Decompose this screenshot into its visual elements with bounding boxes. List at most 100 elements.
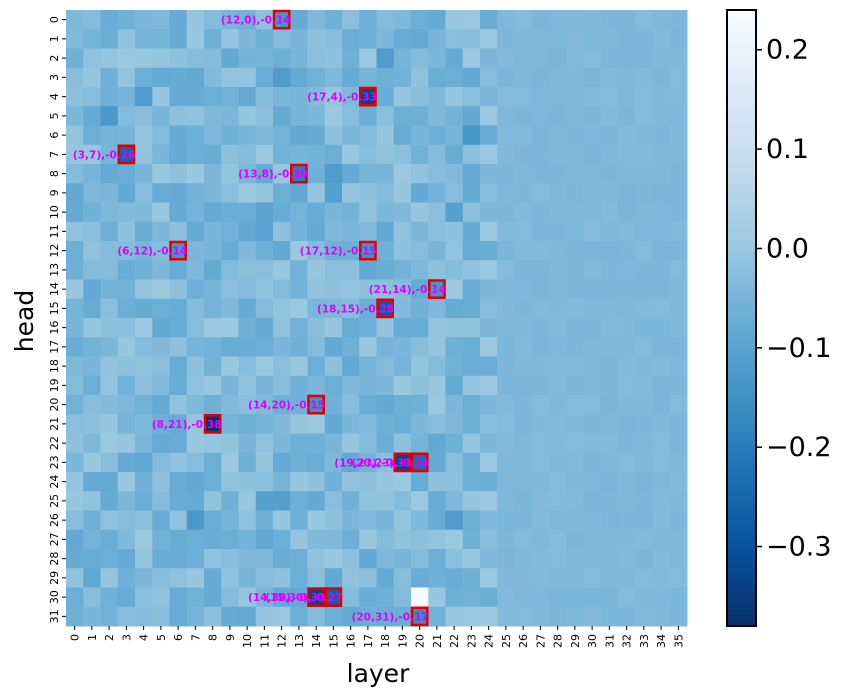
heatmap-cell bbox=[221, 67, 239, 88]
heatmap-cell bbox=[342, 472, 360, 492]
highlight-annotation: (21,14),-0.14 bbox=[369, 284, 446, 296]
heatmap-cell bbox=[480, 279, 498, 300]
heatmap-cell bbox=[117, 375, 136, 396]
heatmap-cell bbox=[342, 606, 360, 627]
y-tick-label: 18 bbox=[48, 359, 61, 373]
heatmap-cell bbox=[393, 164, 412, 184]
heatmap-cell bbox=[342, 395, 360, 415]
heatmap-cell bbox=[342, 356, 360, 377]
heatmap-cell bbox=[376, 29, 395, 49]
heatmap-cell bbox=[238, 510, 257, 531]
heatmap-cell bbox=[618, 202, 636, 223]
heatmap-cell bbox=[566, 164, 584, 184]
heatmap-cell bbox=[221, 29, 239, 49]
heatmap-cell bbox=[618, 356, 636, 377]
heatmap-cell bbox=[618, 87, 636, 107]
heatmap-cell bbox=[186, 568, 205, 588]
heatmap-cell bbox=[445, 87, 464, 107]
heatmap-cell bbox=[618, 106, 636, 126]
heatmap-cell bbox=[169, 414, 188, 434]
heatmap-cell bbox=[66, 164, 84, 184]
heatmap-cell bbox=[255, 144, 274, 165]
heatmap-cell bbox=[307, 183, 326, 203]
heatmap-cell bbox=[204, 87, 222, 107]
heatmap-cell bbox=[462, 29, 481, 49]
heatmap-cell bbox=[221, 568, 239, 588]
heatmap-cell bbox=[255, 48, 274, 69]
heatmap-cell bbox=[117, 164, 136, 184]
heatmap-cell bbox=[342, 260, 360, 280]
heatmap-cell bbox=[359, 472, 377, 492]
heatmap-cell bbox=[393, 279, 412, 300]
heatmap-cell bbox=[462, 221, 481, 242]
heatmap-cell bbox=[445, 414, 464, 434]
heatmap-cell bbox=[411, 587, 429, 608]
heatmap-cell bbox=[428, 87, 446, 107]
heatmap-cell bbox=[635, 375, 653, 396]
heatmap-cell bbox=[255, 491, 274, 511]
heatmap-cell bbox=[307, 337, 326, 357]
heatmap-cell bbox=[307, 279, 326, 300]
heatmap-cell bbox=[531, 298, 550, 319]
heatmap-cell bbox=[583, 202, 602, 223]
heatmap-cell bbox=[618, 587, 636, 608]
heatmap-cell bbox=[445, 298, 464, 319]
heatmap-cell bbox=[669, 67, 688, 88]
heatmap-cell bbox=[514, 375, 533, 396]
highlight-box bbox=[359, 86, 377, 107]
heatmap-cell bbox=[549, 568, 567, 588]
heatmap-cell bbox=[600, 491, 619, 511]
heatmap-cell bbox=[324, 29, 343, 49]
heatmap-cell bbox=[342, 298, 360, 319]
heatmap-cell bbox=[618, 395, 636, 415]
heatmap-cell bbox=[290, 491, 308, 511]
heatmap-cell bbox=[255, 529, 274, 550]
heatmap-cell bbox=[462, 587, 481, 608]
colorbar-tick-label: −0.3 bbox=[766, 532, 832, 563]
heatmap-cell bbox=[549, 510, 567, 531]
heatmap-cell bbox=[307, 568, 326, 588]
heatmap-cell bbox=[169, 67, 188, 88]
heatmap-cell bbox=[514, 491, 533, 511]
heatmap-cell bbox=[566, 106, 584, 126]
heatmap-cell bbox=[600, 395, 619, 415]
heatmap-cell bbox=[462, 241, 481, 261]
heatmap-cell bbox=[600, 318, 619, 338]
heatmap-cell bbox=[669, 298, 688, 319]
heatmap-cell bbox=[428, 144, 446, 165]
heatmap-cell bbox=[583, 414, 602, 434]
heatmap-cell bbox=[549, 529, 567, 550]
heatmap-cell bbox=[531, 125, 550, 146]
heatmap-cell bbox=[221, 375, 239, 396]
heatmap-cell bbox=[324, 356, 343, 377]
heatmap-cell bbox=[393, 202, 412, 223]
heatmap-cell bbox=[238, 433, 257, 454]
heatmap-cell bbox=[66, 452, 84, 473]
heatmap-cell bbox=[83, 144, 101, 165]
heatmap-cell bbox=[238, 87, 257, 107]
heatmap-cell bbox=[531, 87, 550, 107]
heatmap-cell bbox=[600, 472, 619, 492]
heatmap-cell bbox=[117, 510, 136, 531]
heatmap-cell bbox=[497, 529, 515, 550]
heatmap-cell bbox=[186, 87, 205, 107]
heatmap-cell bbox=[514, 87, 533, 107]
heatmap-cell bbox=[635, 241, 653, 261]
heatmap-cell bbox=[204, 144, 222, 165]
heatmap-cell bbox=[497, 125, 515, 146]
heatmap-cell bbox=[618, 241, 636, 261]
highlight-box bbox=[203, 414, 222, 434]
heatmap-cell bbox=[135, 29, 153, 49]
heatmap-cell bbox=[411, 433, 429, 454]
heatmap-cell bbox=[583, 67, 602, 88]
heatmap-cell bbox=[221, 164, 239, 184]
heatmap-cell bbox=[83, 491, 101, 511]
heatmap-cell bbox=[618, 529, 636, 550]
heatmap-cell bbox=[531, 260, 550, 280]
heatmap-cell bbox=[290, 318, 308, 338]
heatmap-cell bbox=[618, 510, 636, 531]
heatmap-cell bbox=[480, 202, 498, 223]
heatmap-cell bbox=[307, 164, 326, 184]
heatmap-cell bbox=[273, 510, 291, 531]
heatmap-cell bbox=[497, 318, 515, 338]
